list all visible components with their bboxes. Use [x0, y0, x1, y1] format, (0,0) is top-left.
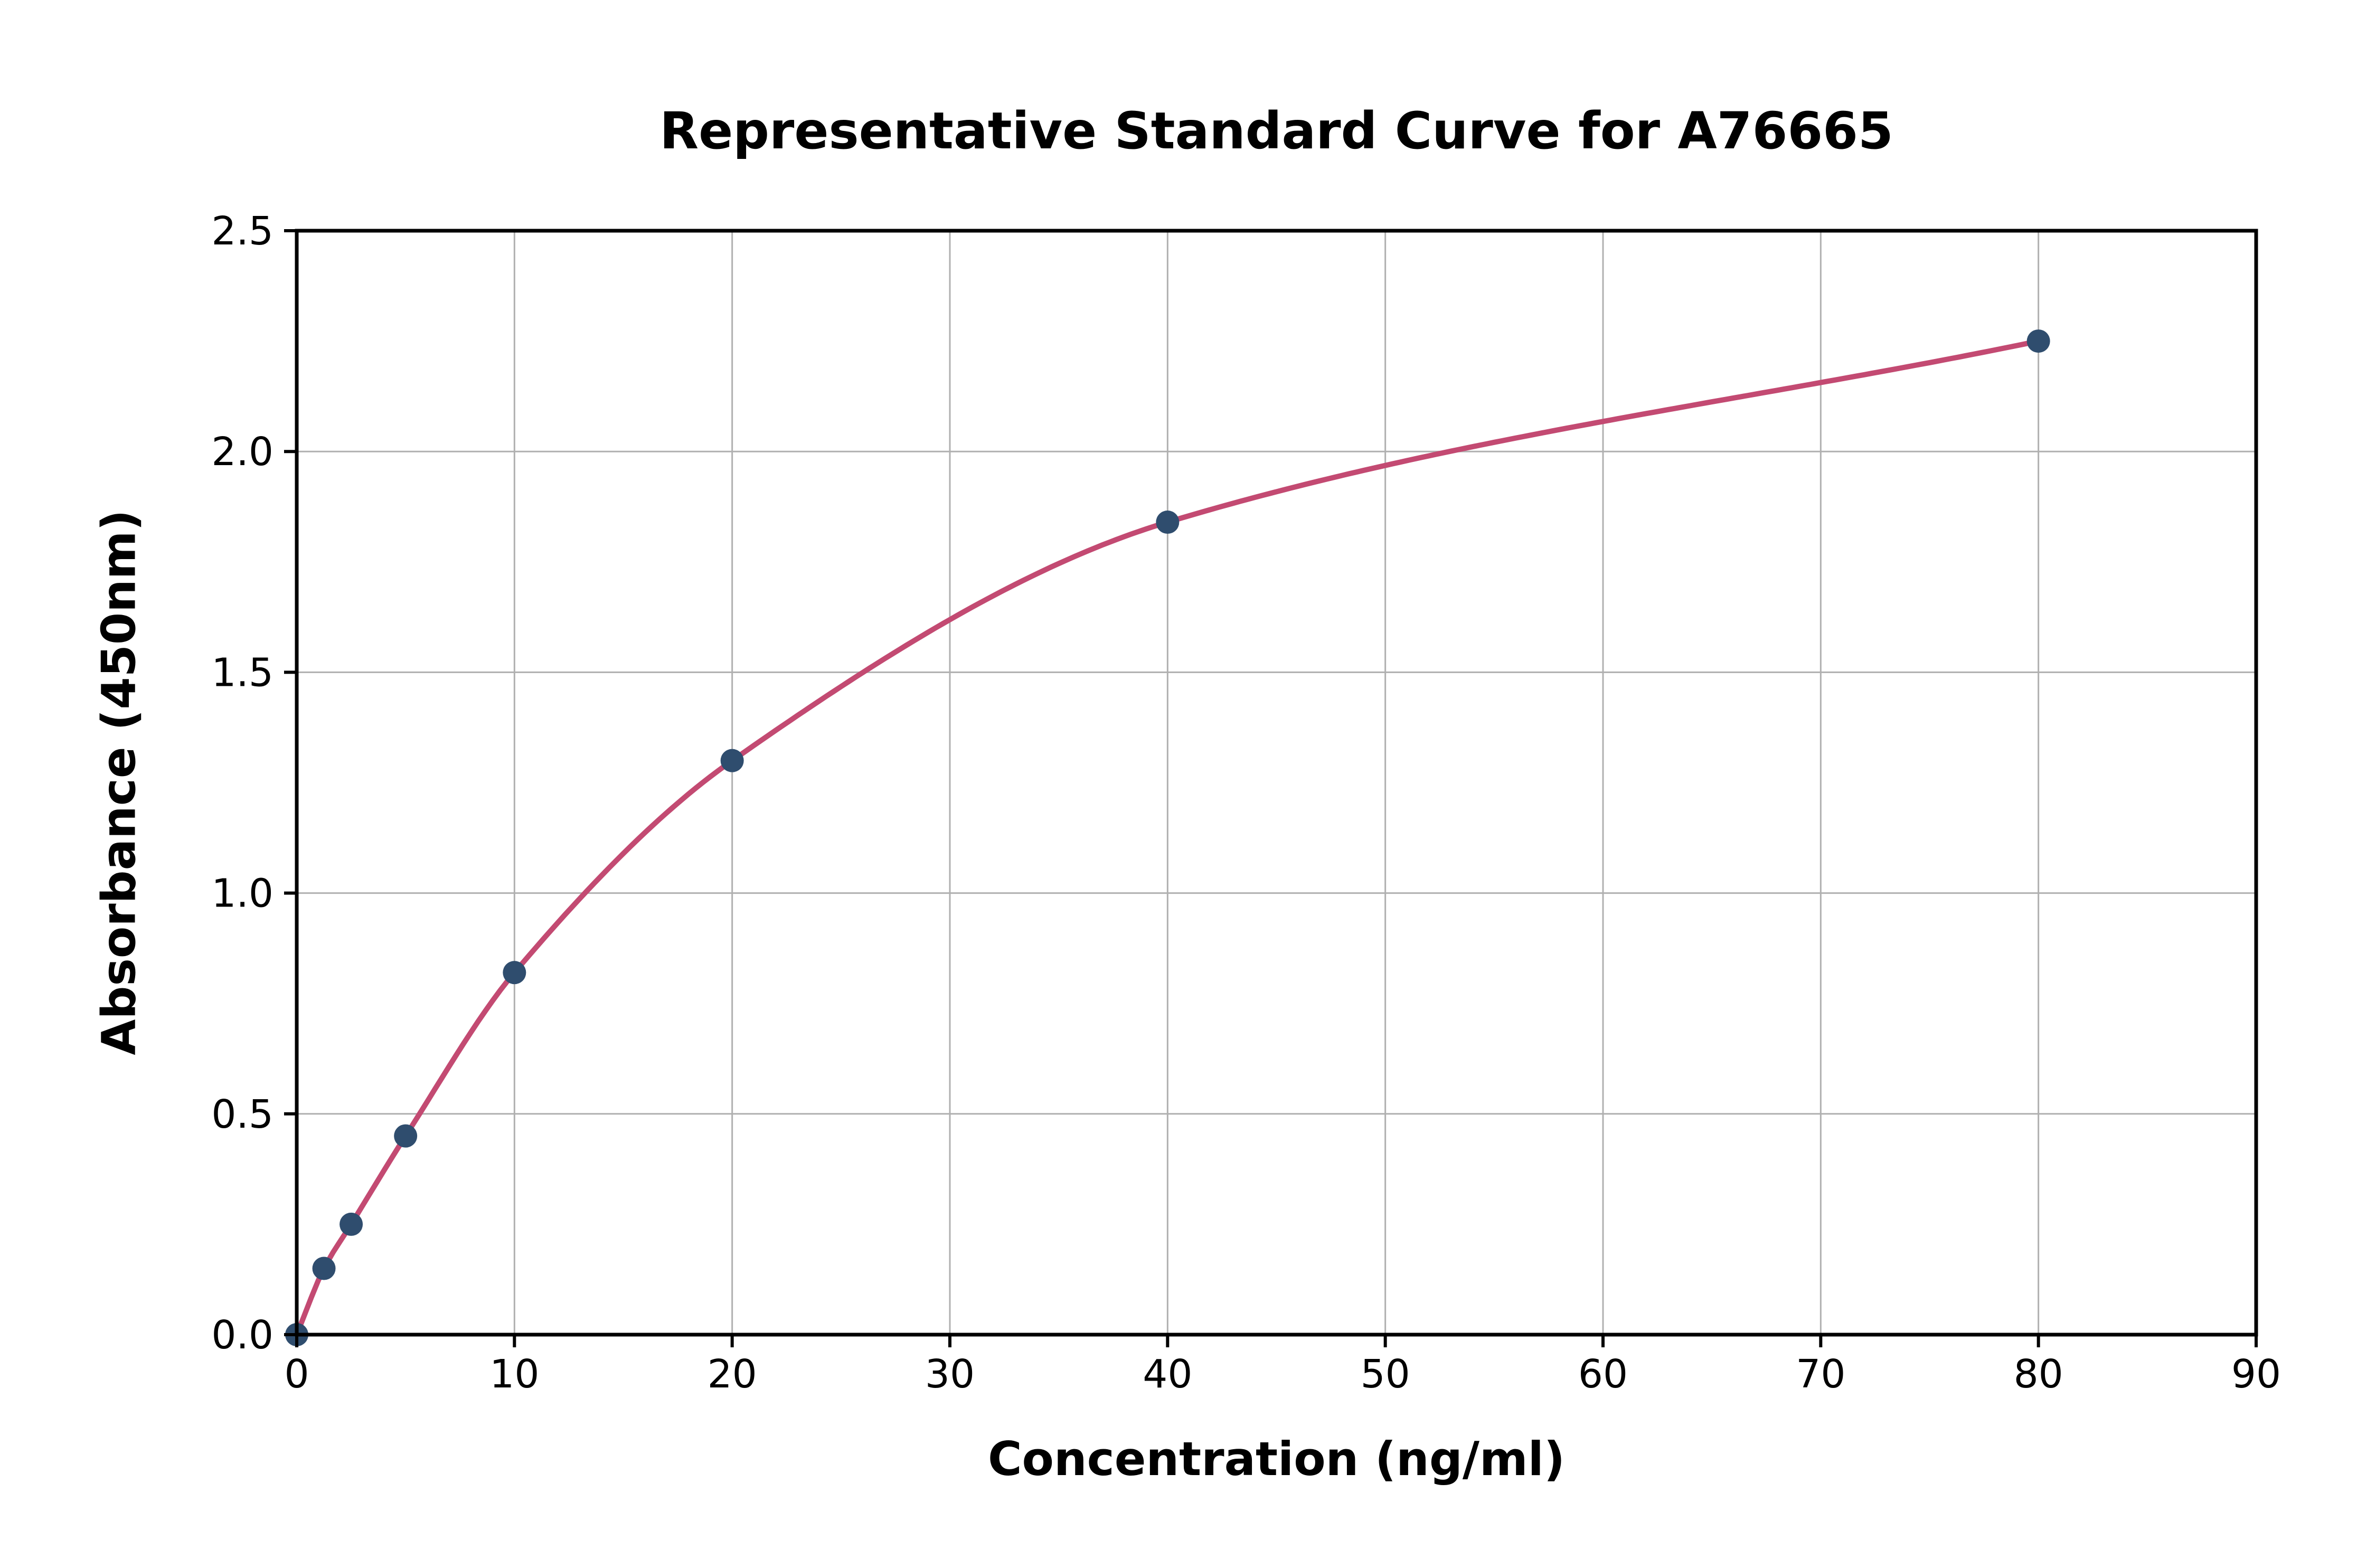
data-point — [720, 749, 744, 772]
y-tick-label: 1.5 — [211, 650, 274, 695]
y-tick-label: 0.0 — [211, 1312, 274, 1358]
data-point — [312, 1257, 336, 1280]
x-tick-label: 0 — [284, 1352, 309, 1397]
y-tick-label: 2.5 — [211, 209, 274, 254]
data-point — [340, 1212, 363, 1236]
chart-title: Representative Standard Curve for A76665 — [659, 101, 1893, 160]
y-tick-label: 0.5 — [211, 1092, 274, 1137]
x-tick-label: 90 — [2231, 1352, 2281, 1397]
x-tick-label: 20 — [708, 1352, 757, 1397]
y-tick-label: 2.0 — [211, 429, 274, 475]
x-tick-label: 30 — [925, 1352, 975, 1397]
x-tick-label: 60 — [1578, 1352, 1628, 1397]
x-axis-label: Concentration (ng/ml) — [987, 1432, 1566, 1486]
x-tick-label: 80 — [2014, 1352, 2063, 1397]
y-tick-label: 1.0 — [211, 871, 274, 917]
data-point — [503, 961, 526, 985]
data-point — [1156, 511, 1180, 534]
data-point — [2026, 329, 2050, 353]
x-tick-label: 50 — [1361, 1352, 1410, 1397]
x-tick-label: 40 — [1143, 1352, 1192, 1397]
x-tick-label: 10 — [489, 1352, 539, 1397]
x-tick-label: 70 — [1796, 1352, 1845, 1397]
y-axis-label: Absorbance (450nm) — [91, 509, 146, 1055]
data-point — [394, 1124, 418, 1148]
plot-border — [295, 229, 2258, 1337]
